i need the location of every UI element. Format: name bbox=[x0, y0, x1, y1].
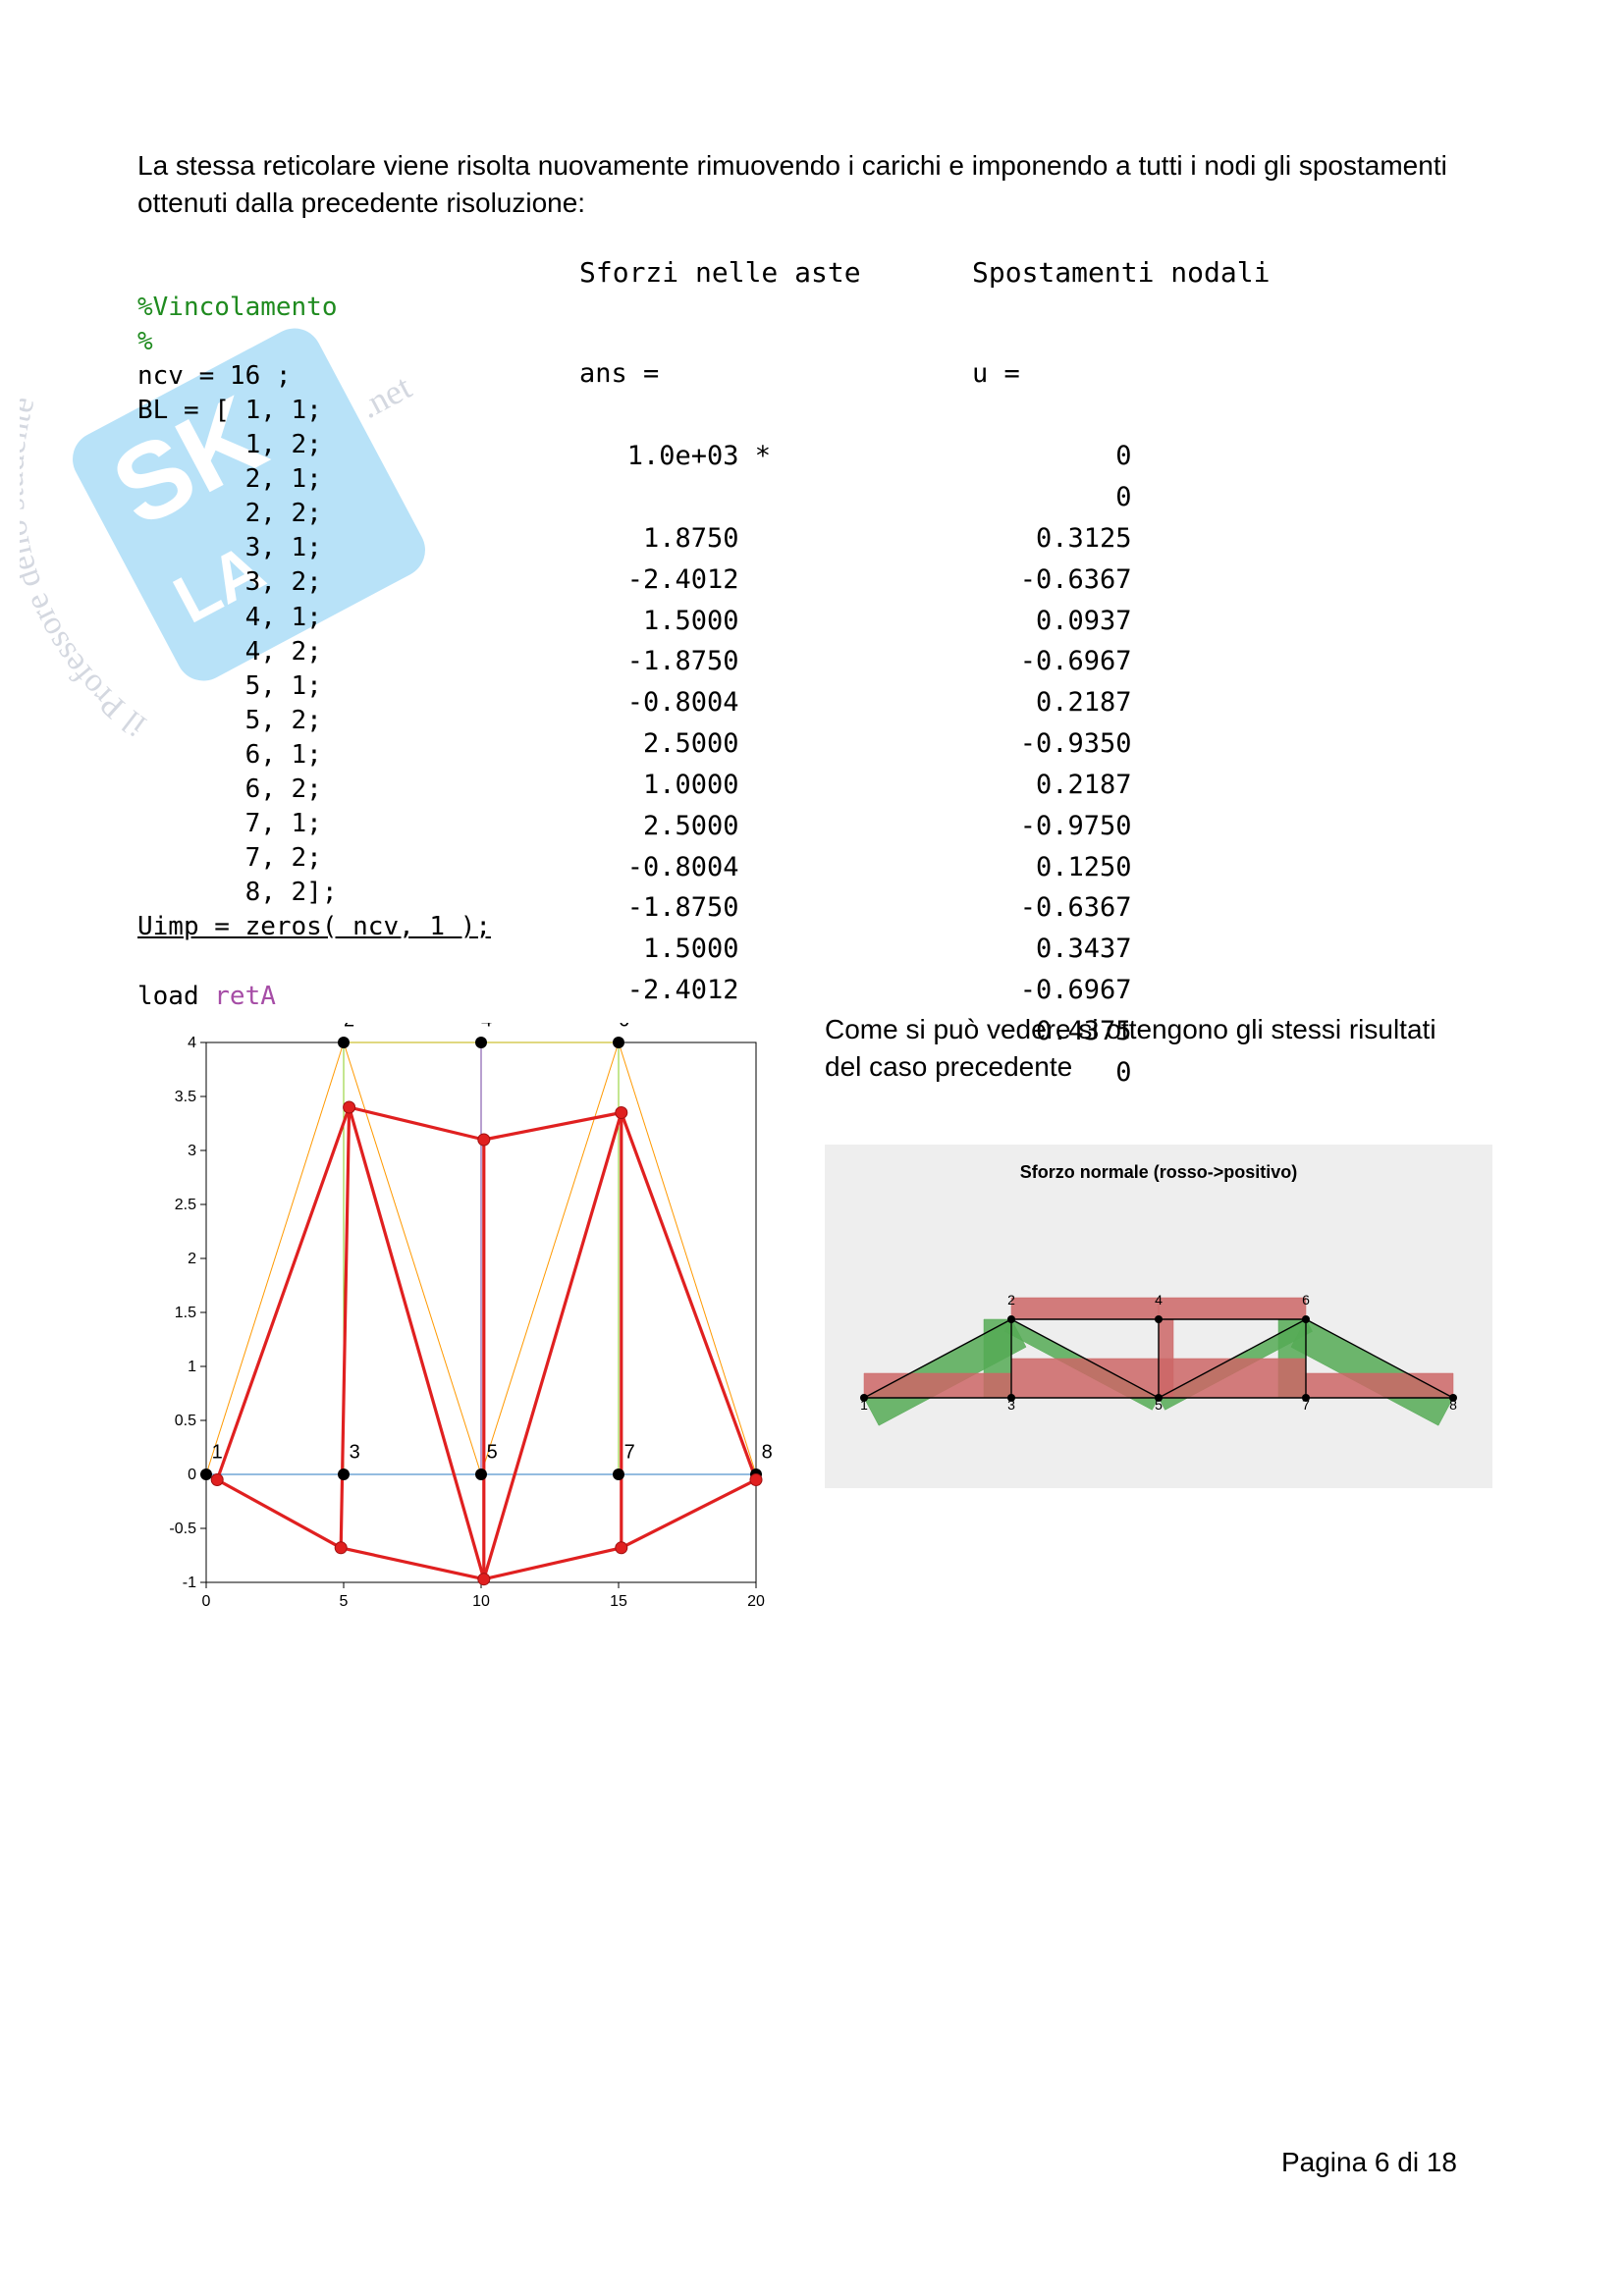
sforzo-normal-chart: Sforzo normale (rosso->positivo) 1234567… bbox=[825, 1145, 1492, 1488]
svg-text:5: 5 bbox=[1155, 1397, 1163, 1413]
code-line: 1.5000 bbox=[579, 606, 739, 636]
svg-text:4: 4 bbox=[188, 1035, 196, 1051]
intro-paragraph: La stessa reticolare viene risolta nuova… bbox=[137, 147, 1487, 222]
code-line: -2.4012 bbox=[579, 564, 739, 595]
code-line: 3, 1; bbox=[137, 533, 322, 562]
code-line: 6, 1; bbox=[137, 740, 322, 770]
deformed-truss-chart: 0 5 10 15 20 -1 -0.5 0 0.5 1 1.5 2 2.5 3 3.5 4 1 2 3 4 5 6 7 8 bbox=[137, 1011, 785, 1641]
code-line: 2.5000 bbox=[579, 811, 739, 841]
code-line: -2.4012 bbox=[579, 975, 739, 1005]
code-comment2: % bbox=[137, 327, 153, 356]
code-line: 5, 2; bbox=[137, 706, 322, 735]
code-line: u = bbox=[972, 358, 1020, 389]
code-line: -0.8004 bbox=[579, 852, 739, 882]
code-line: Uimp = zeros( ncv, 1 ); bbox=[137, 912, 491, 941]
svg-text:7: 7 bbox=[1302, 1397, 1310, 1413]
svg-text:2: 2 bbox=[344, 1023, 354, 1032]
code-col-2: Sforzi nelle aste ans = 1.0e+03 * 1.8750… bbox=[579, 256, 972, 1135]
svg-text:6: 6 bbox=[1302, 1292, 1310, 1308]
svg-text:8: 8 bbox=[762, 1442, 773, 1464]
page-footer: Pagina 6 di 18 bbox=[1281, 2147, 1457, 2178]
code-line: 0.1250 bbox=[972, 852, 1132, 882]
svg-text:-1: -1 bbox=[183, 1575, 196, 1591]
svg-text:4: 4 bbox=[481, 1023, 492, 1032]
code-line: -0.6367 bbox=[972, 892, 1132, 923]
svg-text:6: 6 bbox=[619, 1023, 629, 1032]
code-line: 1, 2; bbox=[137, 430, 322, 459]
svg-text:3: 3 bbox=[188, 1143, 196, 1159]
svg-text:3: 3 bbox=[1007, 1397, 1015, 1413]
code-line: 0.2187 bbox=[972, 770, 1132, 800]
svg-text:0: 0 bbox=[188, 1467, 196, 1483]
code-line: 0 bbox=[972, 482, 1132, 512]
code-line bbox=[137, 946, 153, 976]
svg-text:1: 1 bbox=[212, 1442, 223, 1464]
svg-text:5: 5 bbox=[340, 1593, 349, 1610]
code-comment: %Vincolamento bbox=[137, 293, 338, 322]
code-line: -0.8004 bbox=[579, 687, 739, 718]
side-paragraph: Come si può vedere si ottengono gli stes… bbox=[825, 1011, 1453, 1086]
code-line: ncv = 16 ; bbox=[137, 361, 292, 391]
svg-text:3: 3 bbox=[350, 1442, 360, 1464]
code-line: -0.9750 bbox=[972, 811, 1132, 841]
col2-title: Sforzi nelle aste bbox=[579, 256, 972, 289]
code-line: 8, 2]; bbox=[137, 878, 338, 907]
code-line: 2, 2; bbox=[137, 499, 322, 528]
svg-text:1: 1 bbox=[860, 1397, 868, 1413]
svg-text:2: 2 bbox=[188, 1251, 196, 1267]
code-line: 4, 2; bbox=[137, 637, 322, 667]
code-line: 3, 2; bbox=[137, 567, 322, 597]
code-line: 1.8750 bbox=[579, 523, 739, 554]
col3-title: Spostamenti nodali bbox=[972, 256, 1384, 289]
code-line: -0.6967 bbox=[972, 975, 1132, 1005]
code-line: -1.8750 bbox=[579, 646, 739, 676]
code-line: BL = [ 1, 1; bbox=[137, 396, 322, 425]
svg-text:15: 15 bbox=[610, 1593, 627, 1610]
svg-text:20: 20 bbox=[747, 1593, 765, 1610]
code-line: 2.5000 bbox=[579, 728, 739, 759]
svg-text:1.5: 1.5 bbox=[175, 1305, 196, 1321]
svg-text:0.5: 0.5 bbox=[175, 1413, 196, 1429]
code-line: 6, 2; bbox=[137, 774, 322, 804]
svg-text:-0.5: -0.5 bbox=[169, 1521, 196, 1537]
code-columns: %Vincolamento % ncv = 16 ; BL = [ 1, 1; … bbox=[137, 256, 1487, 1135]
svg-text:10: 10 bbox=[472, 1593, 490, 1610]
code-line: 0 bbox=[972, 441, 1132, 471]
svg-text:1: 1 bbox=[188, 1359, 196, 1375]
code-line: load retA bbox=[137, 982, 276, 1011]
code-line: -0.9350 bbox=[972, 728, 1132, 759]
code-line: 2, 1; bbox=[137, 464, 322, 494]
svg-text:7: 7 bbox=[624, 1442, 635, 1464]
svg-text:2.5: 2.5 bbox=[175, 1197, 196, 1213]
code-line: 1.5000 bbox=[579, 934, 739, 964]
svg-text:3.5: 3.5 bbox=[175, 1089, 196, 1105]
code-col-1: %Vincolamento % ncv = 16 ; BL = [ 1, 1; … bbox=[137, 256, 579, 1135]
svg-text:0: 0 bbox=[202, 1593, 211, 1610]
code-line: 0.0937 bbox=[972, 606, 1132, 636]
code-line: 1.0000 bbox=[579, 770, 739, 800]
code-line: 7, 1; bbox=[137, 809, 322, 838]
svg-text:5: 5 bbox=[487, 1442, 498, 1464]
svg-text:8: 8 bbox=[1449, 1397, 1457, 1413]
col2-body: ans = 1.0e+03 * 1.8750 -2.4012 1.5000 -1… bbox=[579, 313, 972, 1094]
svg-text:2: 2 bbox=[1007, 1292, 1015, 1308]
code-line: 0.2187 bbox=[972, 687, 1132, 718]
code-line: 0.3125 bbox=[972, 523, 1132, 554]
code-line: ans = bbox=[579, 358, 659, 389]
code-line: -1.8750 bbox=[579, 892, 739, 923]
code-line: 0.3437 bbox=[972, 934, 1132, 964]
code-line: 7, 2; bbox=[137, 843, 322, 873]
code-line: -0.6967 bbox=[972, 646, 1132, 676]
code-line: 5, 1; bbox=[137, 671, 322, 701]
code-col-3: Spostamenti nodali u = 0 0 0.3125 -0.636… bbox=[972, 256, 1384, 1135]
code-line: 1.0e+03 * bbox=[579, 441, 771, 471]
code-line: -0.6367 bbox=[972, 564, 1132, 595]
svg-text:4: 4 bbox=[1155, 1292, 1163, 1308]
code-line: 4, 1; bbox=[137, 603, 322, 632]
